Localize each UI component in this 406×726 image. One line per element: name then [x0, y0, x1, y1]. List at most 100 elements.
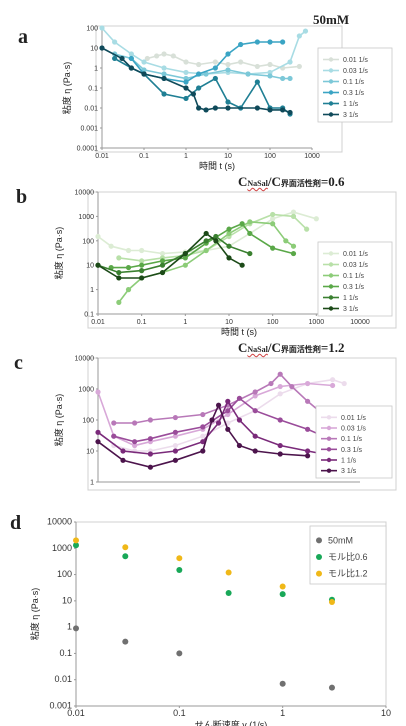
- data-point: [290, 213, 297, 219]
- data-point: [196, 105, 202, 111]
- data-point: [247, 219, 253, 225]
- y-axis-label: 粘度 η (Pa·s): [29, 588, 40, 641]
- data-point: [203, 238, 209, 244]
- x-tick-label: 1: [184, 153, 188, 160]
- panel-a-letter: a: [18, 26, 28, 48]
- data-point: [125, 287, 132, 293]
- data-point: [283, 238, 289, 244]
- y-tick-label: 1: [67, 622, 72, 632]
- legend-label: 0.3 1/s: [343, 90, 365, 97]
- data-point: [147, 464, 153, 470]
- data-point: [73, 625, 79, 632]
- legend-swatch-marker: [328, 251, 334, 256]
- data-point: [239, 262, 245, 268]
- data-point: [176, 555, 183, 562]
- legend-label: 0.3 1/s: [343, 284, 365, 291]
- y-tick-label: 1000: [78, 387, 94, 394]
- x-tick-label: 0.1: [139, 153, 149, 160]
- data-point: [267, 39, 273, 45]
- data-point: [225, 569, 232, 576]
- x-tick-label: 100: [267, 319, 279, 326]
- data-point: [132, 442, 138, 449]
- data-point: [116, 255, 122, 261]
- data-point: [196, 85, 202, 91]
- data-point: [341, 380, 347, 387]
- data-point: [280, 107, 286, 113]
- series-1: [144, 51, 302, 71]
- x-tick-label: 10: [225, 319, 233, 326]
- data-point: [238, 41, 244, 48]
- legend-label: 0.1 1/s: [341, 436, 363, 443]
- y-tick-label: 100: [82, 418, 94, 425]
- data-point: [196, 61, 202, 68]
- data-point: [132, 439, 138, 445]
- legend-label: 0.1 1/s: [343, 79, 365, 86]
- x-tick-label: 10000: [350, 319, 370, 326]
- data-point: [139, 275, 145, 281]
- data-point: [215, 402, 222, 408]
- x-tick-label: 0.01: [95, 153, 109, 160]
- data-point: [247, 230, 253, 237]
- data-point: [277, 451, 283, 457]
- data-point: [122, 553, 129, 560]
- data-point: [279, 583, 286, 590]
- data-point: [122, 544, 129, 551]
- data-point: [119, 55, 125, 62]
- data-point: [225, 398, 231, 404]
- data-point: [147, 417, 153, 423]
- legend-swatch-marker: [316, 537, 322, 544]
- data-point: [213, 238, 219, 244]
- data-point: [112, 55, 118, 62]
- data-point: [182, 262, 188, 268]
- x-tick-label: 1: [280, 708, 285, 718]
- legend-label: 3 1/s: [343, 112, 359, 119]
- data-point: [112, 39, 118, 45]
- data-point: [122, 638, 129, 645]
- legend-swatch-marker: [328, 79, 334, 84]
- y-tick-label: 0.0001: [77, 146, 99, 153]
- data-point: [254, 79, 260, 85]
- x-tick-label: 0.01: [67, 708, 85, 718]
- data-point: [225, 99, 231, 105]
- data-point: [147, 451, 153, 457]
- data-point: [330, 382, 336, 389]
- data-point: [95, 389, 101, 395]
- data-point: [296, 33, 302, 39]
- data-point: [252, 389, 258, 395]
- legend-label: モル比1.2: [328, 568, 368, 579]
- data-point: [225, 426, 231, 432]
- data-point: [132, 420, 138, 426]
- y-axis-label: 粘度 η (Pa·s): [61, 62, 72, 115]
- legend-label: 0.01 1/s: [343, 251, 368, 258]
- data-point: [200, 411, 206, 418]
- y-tick-label: 10000: [75, 190, 95, 197]
- legend-swatch-marker: [328, 262, 334, 267]
- legend-swatch-marker: [328, 90, 334, 95]
- data-point: [270, 245, 276, 251]
- legend-label: モル比0.6: [328, 551, 368, 562]
- y-tick-label: 10: [86, 263, 94, 270]
- legend-label: 3 1/s: [343, 306, 359, 313]
- legend-swatch-marker: [328, 295, 334, 300]
- plot-frame: [87, 357, 397, 491]
- data-point: [183, 59, 189, 65]
- data-point: [99, 45, 105, 51]
- data-point: [225, 408, 231, 414]
- data-point: [161, 75, 167, 82]
- data-point: [200, 439, 206, 445]
- y-tick-label: 1000: [78, 214, 94, 221]
- data-point: [203, 107, 209, 113]
- series-1: [73, 625, 335, 691]
- data-point: [183, 69, 189, 76]
- data-point: [73, 542, 79, 549]
- legend-swatch-marker: [326, 468, 332, 473]
- series-4: [111, 395, 326, 445]
- legend-label: 0.01 1/s: [341, 415, 366, 422]
- data-point: [212, 75, 218, 82]
- data-point: [236, 442, 243, 449]
- data-point: [182, 255, 188, 261]
- data-point: [287, 75, 293, 82]
- data-point: [172, 442, 179, 449]
- data-point: [116, 275, 122, 281]
